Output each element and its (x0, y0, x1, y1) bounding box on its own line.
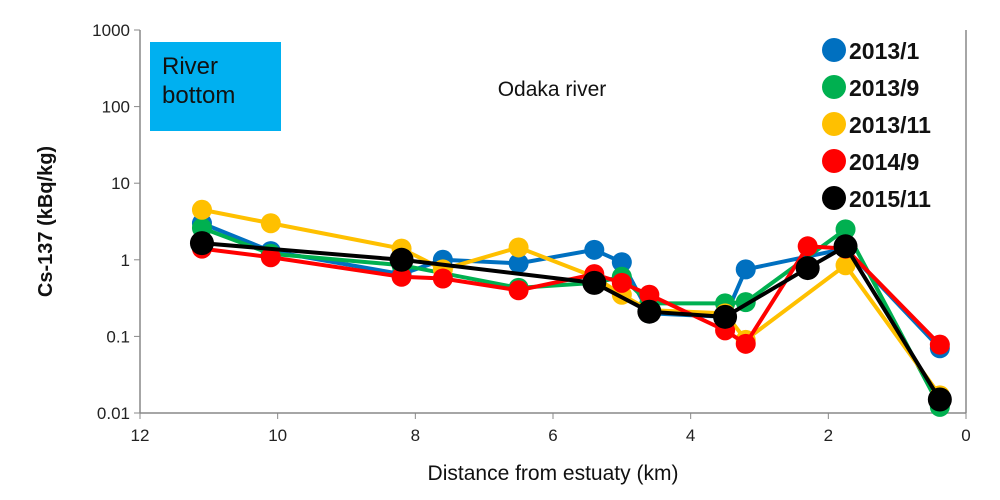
data-point-2014/9 (639, 284, 660, 305)
data-point-2015/11 (927, 387, 952, 412)
legend-label: 2013/1 (849, 38, 920, 64)
data-point-2013/1 (584, 239, 605, 260)
data-point-2014/9 (735, 333, 756, 354)
chart-title: Odaka river (498, 78, 607, 101)
data-point-2013/1 (611, 252, 632, 273)
data-point-2015/11 (795, 256, 820, 281)
legend-marker-2014/9 (822, 149, 846, 173)
y-tick-label: 10 (111, 174, 130, 193)
y-axis-label: Cs-137 (kBq/kg) (35, 146, 57, 297)
x-tick-label: 4 (686, 426, 695, 445)
legend-label: 2013/9 (849, 75, 919, 101)
data-point-2014/9 (391, 266, 412, 287)
legend-marker-2013/9 (822, 75, 846, 99)
data-point-2015/11 (389, 247, 414, 272)
data-point-2013/11 (835, 255, 856, 276)
data-point-2013/11 (191, 199, 212, 220)
data-point-2015/11 (833, 234, 858, 259)
data-point-2015/11 (189, 231, 214, 256)
data-point-2013/1 (508, 253, 529, 274)
x-tick-label: 10 (268, 426, 287, 445)
y-tick-label: 1000 (92, 21, 130, 40)
series-line-2013/11 (201, 207, 942, 397)
y-tick-label: 0.01 (97, 404, 130, 423)
data-point-2015/11 (637, 299, 662, 324)
x-tick-label: 8 (411, 426, 420, 445)
data-point-2013/9 (835, 219, 856, 240)
data-point-2013/11 (508, 237, 529, 258)
y-tick-label: 100 (102, 98, 130, 117)
data-point-2014/9 (432, 268, 453, 289)
legend-marker-2013/1 (822, 38, 846, 62)
data-point-2014/9 (260, 247, 281, 268)
x-tick-label: 6 (548, 426, 557, 445)
data-point-2014/9 (929, 334, 950, 355)
data-point-2013/11 (260, 213, 281, 234)
series-line-2014/9 (201, 244, 942, 347)
series-line-2013/1 (201, 221, 942, 350)
x-tick-label: 12 (131, 426, 150, 445)
legend-label: 2013/11 (849, 112, 931, 138)
data-point-2013/1 (735, 259, 756, 280)
legend-label: 2014/9 (849, 149, 919, 175)
y-tick-label: 0.1 (106, 327, 130, 346)
data-point-2014/9 (797, 236, 818, 257)
data-point-2015/11 (582, 270, 607, 295)
x-tick-label: 2 (824, 426, 833, 445)
x-axis-label: Distance from estuaty (km) (428, 462, 679, 485)
x-tick-label: 0 (961, 426, 970, 445)
legend-marker-2013/11 (822, 112, 846, 136)
river-bottom-label: River bottom (150, 42, 281, 131)
data-point-2015/11 (713, 304, 738, 329)
data-point-2014/9 (508, 280, 529, 301)
data-point-2014/9 (611, 272, 632, 293)
y-tick-label: 1 (121, 251, 130, 270)
legend-label: 2015/11 (849, 186, 931, 212)
legend-marker-2015/11 (822, 186, 846, 210)
